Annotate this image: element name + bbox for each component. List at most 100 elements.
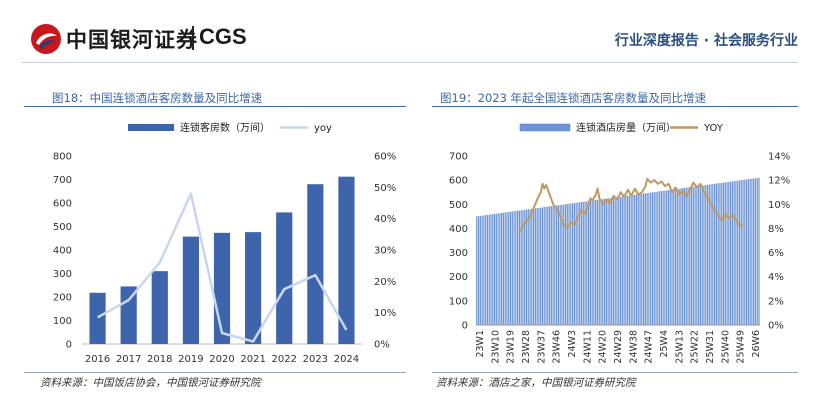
bar-2016 <box>89 292 106 344</box>
week-bar <box>740 180 742 325</box>
week-bar <box>511 211 513 325</box>
week-bar <box>591 200 593 325</box>
week-bar <box>662 190 664 325</box>
week-bar <box>582 201 584 325</box>
chart2-title-rule <box>432 106 798 107</box>
week-bar <box>687 187 689 325</box>
logo-text-cn: 中国银河证券 <box>66 28 198 52</box>
week-bar <box>634 194 636 325</box>
report-type-label: 行业深度报告 · 社会服务行业 <box>614 33 798 49</box>
chart1-title-rule <box>24 106 406 107</box>
cgs-logo-icon <box>31 24 61 54</box>
logo-divider <box>192 26 194 50</box>
week-bar <box>602 199 604 325</box>
week-bar <box>532 208 535 325</box>
week-bar <box>614 197 616 325</box>
y-tick-label: 800 <box>53 152 72 163</box>
week-bar <box>699 185 702 325</box>
week-bar <box>676 188 678 325</box>
y-tick-label: 300 <box>53 269 72 280</box>
week-bar <box>621 196 623 325</box>
week-bar <box>570 203 572 325</box>
x-tick-label: 23W28 <box>521 330 532 364</box>
x-tick-label: 2016 <box>85 354 110 365</box>
y2-tick-label: 30% <box>374 246 396 257</box>
week-bar <box>694 186 696 325</box>
week-bar <box>481 215 483 325</box>
week-bar <box>651 192 654 325</box>
week-bar <box>501 213 503 325</box>
x-tick-label: 23W46 <box>552 330 563 364</box>
x-tick-label: 25W31 <box>705 330 716 364</box>
bar-2018 <box>151 271 168 344</box>
week-bar <box>563 204 565 325</box>
y-tick-label: 700 <box>449 152 468 163</box>
y2-tick-label: 0% <box>374 340 390 351</box>
week-bar <box>726 182 728 325</box>
chart1-figure: 连锁客房数（万间） yoy 0 100 200 300 400 500 600 700 800 0% 1… <box>53 121 396 365</box>
week-bar <box>690 187 693 325</box>
x-tick-label: 2020 <box>209 354 234 365</box>
week-bar <box>729 181 732 325</box>
x-tick-label: 25W40 <box>720 330 731 364</box>
week-bar <box>508 212 510 325</box>
y2-tick-label: 2% <box>768 296 784 307</box>
x-tick-label: 23W1 <box>475 330 486 358</box>
week-bar <box>556 205 558 325</box>
week-bar <box>612 197 615 325</box>
week-bar <box>712 184 714 325</box>
week-bar <box>611 197 613 325</box>
week-bar <box>516 210 519 325</box>
y-tick-label: 0 <box>66 340 72 351</box>
y2-tick-label: 14% <box>768 152 790 163</box>
week-bar <box>596 199 599 325</box>
legend-line-label: YOY <box>703 123 724 134</box>
chart2-bottom-rule <box>432 372 798 373</box>
week-bar <box>586 201 588 325</box>
logo-text-en: CGS <box>199 24 247 49</box>
y2-tick-label: 20% <box>374 277 396 288</box>
chart2-title: 图19：2023 年起全国连锁酒店客房数量及同比增速 <box>440 91 707 105</box>
week-bar <box>485 215 487 325</box>
x-tick-label: 26W6 <box>751 330 762 358</box>
header-divider <box>22 62 798 63</box>
week-bar <box>552 205 554 325</box>
week-bar <box>564 204 567 325</box>
week-bar <box>595 200 597 325</box>
week-bar <box>557 205 560 325</box>
week-bar <box>753 178 755 325</box>
week-bar <box>630 195 632 325</box>
week-bar <box>579 202 581 325</box>
week-bar <box>657 191 659 325</box>
week-bar <box>653 192 655 325</box>
x-tick-label: 2018 <box>147 354 172 365</box>
week-bar <box>737 180 739 325</box>
week-bar <box>664 190 666 325</box>
y2-tick-label: 12% <box>768 176 790 187</box>
chart1-source: 资料来源：中国饭店协会，中国银河证券研究院 <box>40 377 261 389</box>
week-bar <box>568 203 570 325</box>
x-tick-label: 24W29 <box>613 330 624 364</box>
week-bar <box>543 207 545 325</box>
y-tick-label: 0 <box>462 321 468 332</box>
week-bar <box>666 190 668 325</box>
week-bar <box>685 187 687 325</box>
week-bar <box>593 200 595 325</box>
week-bar <box>488 214 490 325</box>
week-bar <box>486 214 489 325</box>
week-bar <box>671 189 673 325</box>
week-bar <box>598 199 600 325</box>
x-tick-label: 25W4 <box>659 330 670 358</box>
x-tick-label: 23W19 <box>506 330 517 364</box>
week-bar <box>548 206 551 325</box>
week-bar <box>490 214 492 325</box>
week-bar <box>655 191 657 325</box>
x-tick-label: 24W20 <box>598 330 609 364</box>
x-tick-label: 25W22 <box>690 330 701 364</box>
week-bar <box>701 185 703 325</box>
week-bar <box>689 187 691 325</box>
x-tick-label: 2017 <box>116 354 141 365</box>
x-tick-label: 24W38 <box>628 330 639 364</box>
x-tick-label: 2023 <box>303 354 328 365</box>
week-bar <box>710 184 712 325</box>
